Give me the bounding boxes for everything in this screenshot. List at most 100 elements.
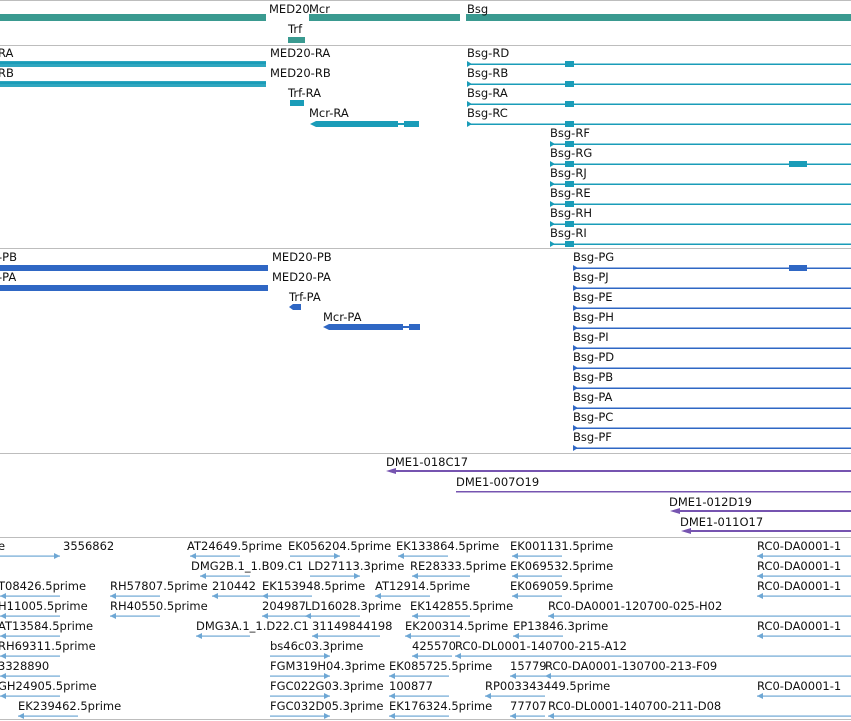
est-label[interactable]: AT24649.5prime — [187, 539, 283, 553]
est-label[interactable]: EK085725.5prime — [389, 659, 493, 673]
est-label[interactable]: LD27113.3prime — [308, 559, 405, 573]
protein-label[interactable]: -PB — [0, 250, 17, 264]
protein-label[interactable]: Trf-PA — [289, 290, 321, 304]
est-label[interactable]: RP003343449.5prime — [485, 679, 611, 693]
est-label[interactable]: EK142855.5prime — [410, 599, 514, 613]
gene-label[interactable]: MED20 — [269, 2, 310, 16]
est-label[interactable]: RC0-DA0001-1 — [757, 619, 842, 633]
protein-label[interactable]: Mcr-PA — [323, 310, 362, 324]
est-label[interactable]: 425570 — [412, 639, 456, 653]
est-label[interactable]: EK069532.5prime — [510, 559, 614, 573]
transcript-label[interactable]: Bsg-RC — [467, 106, 508, 120]
protein-label[interactable]: Bsg-PI — [573, 330, 609, 344]
est-label[interactable]: RC0-DA0001-1 — [757, 539, 842, 553]
est-glyph — [757, 553, 851, 559]
clone-label[interactable]: DME1-018C17 — [386, 455, 469, 469]
est-label[interactable]: RC0-DA0001-1 — [757, 559, 842, 573]
transcript-label[interactable]: Bsg-RE — [550, 186, 591, 200]
est-label[interactable]: 77707 — [510, 699, 547, 713]
est-label[interactable]: LD16028.3prime — [305, 599, 402, 613]
est-label[interactable]: RC0-DA0001-130700-213-F09 — [545, 659, 718, 673]
est-label[interactable]: RC0-DL0001-140700-215-A12 — [455, 639, 627, 653]
est-label[interactable]: RH69311.5prime — [0, 639, 96, 653]
est-label[interactable]: RH40550.5prime — [110, 599, 208, 613]
protein-label[interactable]: Bsg-PJ — [573, 270, 609, 284]
transcript-label[interactable]: Bsg-RI — [550, 226, 587, 240]
est-label[interactable]: EK153948.5prime — [262, 579, 366, 593]
est-label[interactable]: 3556862 — [63, 539, 115, 553]
gene-label[interactable]: Mcr — [309, 2, 330, 16]
transcript-label[interactable]: Bsg-RB — [467, 66, 509, 80]
protein-label[interactable]: MED20-PB — [272, 250, 332, 264]
transcript-label[interactable]: Mcr-RA — [309, 106, 349, 120]
est-label[interactable]: FGM319H04.3prime — [270, 659, 386, 673]
est-label[interactable]: RE28333.5prime — [410, 559, 507, 573]
est-label[interactable]: EK069059.5prime — [510, 579, 614, 593]
transcript-label[interactable]: MED20-RA — [270, 46, 331, 60]
gene-label[interactable]: Bsg — [467, 2, 489, 16]
gene-label[interactable]: Trf — [288, 22, 303, 36]
est-label[interactable]: DMG3A.1_1.D22.C1 — [196, 619, 309, 633]
protein-label[interactable]: Bsg-PD — [573, 350, 615, 364]
transcript-glyph — [550, 141, 851, 147]
est-label[interactable]: 204987 — [262, 599, 306, 613]
transcript-label[interactable]: Bsg-RH — [550, 206, 592, 220]
est-label[interactable]: RC0-DL0001-140700-211-D08 — [548, 699, 722, 713]
est-label[interactable]: RH57807.5prime — [110, 579, 208, 593]
transcript-label[interactable]: Bsg-RF — [550, 126, 590, 140]
transcript-glyph-trf-ra — [290, 100, 304, 106]
clone-label[interactable]: DME1-007O19 — [456, 475, 540, 489]
est-label[interactable]: RC0-DA0001-1 — [757, 579, 842, 593]
clone-label[interactable]: DME1-012D19 — [669, 495, 752, 509]
est-label[interactable]: 31149844198 — [312, 619, 393, 633]
protein-label[interactable]: Bsg-PC — [573, 410, 614, 424]
est-label[interactable]: 15779 — [510, 659, 547, 673]
protein-label[interactable]: Bsg-PA — [573, 390, 613, 404]
transcript-label[interactable]: RA — [0, 46, 14, 60]
transcript-glyph — [550, 201, 851, 207]
transcript-label[interactable]: MED20-RB — [270, 66, 331, 80]
est-label[interactable]: 210442 — [212, 579, 256, 593]
transcript-label[interactable]: Trf-RA — [288, 86, 322, 100]
protein-label[interactable]: Bsg-PF — [573, 430, 612, 444]
est-label[interactable]: EK001131.5prime — [510, 539, 614, 553]
est-label[interactable]: FGC032D05.3prime — [270, 699, 384, 713]
transcript-label[interactable]: Bsg-RG — [550, 146, 593, 160]
transcript-label[interactable]: Bsg-RJ — [550, 166, 587, 180]
transcript-label[interactable]: RB — [0, 66, 14, 80]
est-label[interactable]: RC0-DA0001-120700-025-H02 — [548, 599, 723, 613]
est-label[interactable]: EK239462.5prime — [18, 699, 122, 713]
est-label[interactable]: bs46c03.3prime — [270, 639, 364, 653]
est-glyph — [0, 593, 60, 599]
protein-label[interactable]: MED20-PA — [272, 270, 331, 284]
est-label[interactable]: AT13584.5prime — [0, 619, 94, 633]
est-label[interactable]: AT12914.5prime — [375, 579, 471, 593]
protein-label[interactable]: Bsg-PE — [573, 290, 613, 304]
est-label[interactable]: EK176324.5prime — [389, 699, 493, 713]
protein-label[interactable]: Bsg-PG — [573, 250, 615, 264]
est-label[interactable]: 100877 — [389, 679, 433, 693]
est-glyph — [0, 553, 60, 559]
transcript-label[interactable]: Bsg-RA — [467, 86, 508, 100]
est-label[interactable]: e — [0, 539, 6, 553]
est-label[interactable]: DMG2B.1_1.B09.C1 — [191, 559, 304, 573]
est-label[interactable]: T08426.5prime — [0, 579, 87, 593]
est-label[interactable]: H11005.5prime — [0, 599, 88, 613]
est-glyph — [312, 633, 380, 639]
est-label[interactable]: EK056204.5prime — [288, 539, 392, 553]
est-label[interactable]: GH24905.5prime — [0, 679, 97, 693]
protein-label[interactable]: Bsg-PH — [573, 310, 614, 324]
transcript-label[interactable]: Bsg-RD — [467, 46, 510, 60]
est-label[interactable]: FGC022G03.3prime — [270, 679, 384, 693]
protein-glyph-mcr-pa — [323, 324, 420, 330]
clone-label[interactable]: DME1-011O17 — [680, 515, 764, 529]
est-label[interactable]: EP13846.3prime — [513, 619, 609, 633]
est-label[interactable]: EK200314.5prime — [405, 619, 509, 633]
est-label[interactable]: RC0-DA0001-1 — [757, 679, 842, 693]
track-divider — [0, 719, 851, 720]
est-label[interactable]: EK133864.5prime — [396, 539, 500, 553]
est-label[interactable]: 3328890 — [0, 659, 50, 673]
protein-label[interactable]: Bsg-PB — [573, 370, 614, 384]
protein-label[interactable]: -PA — [0, 270, 17, 284]
